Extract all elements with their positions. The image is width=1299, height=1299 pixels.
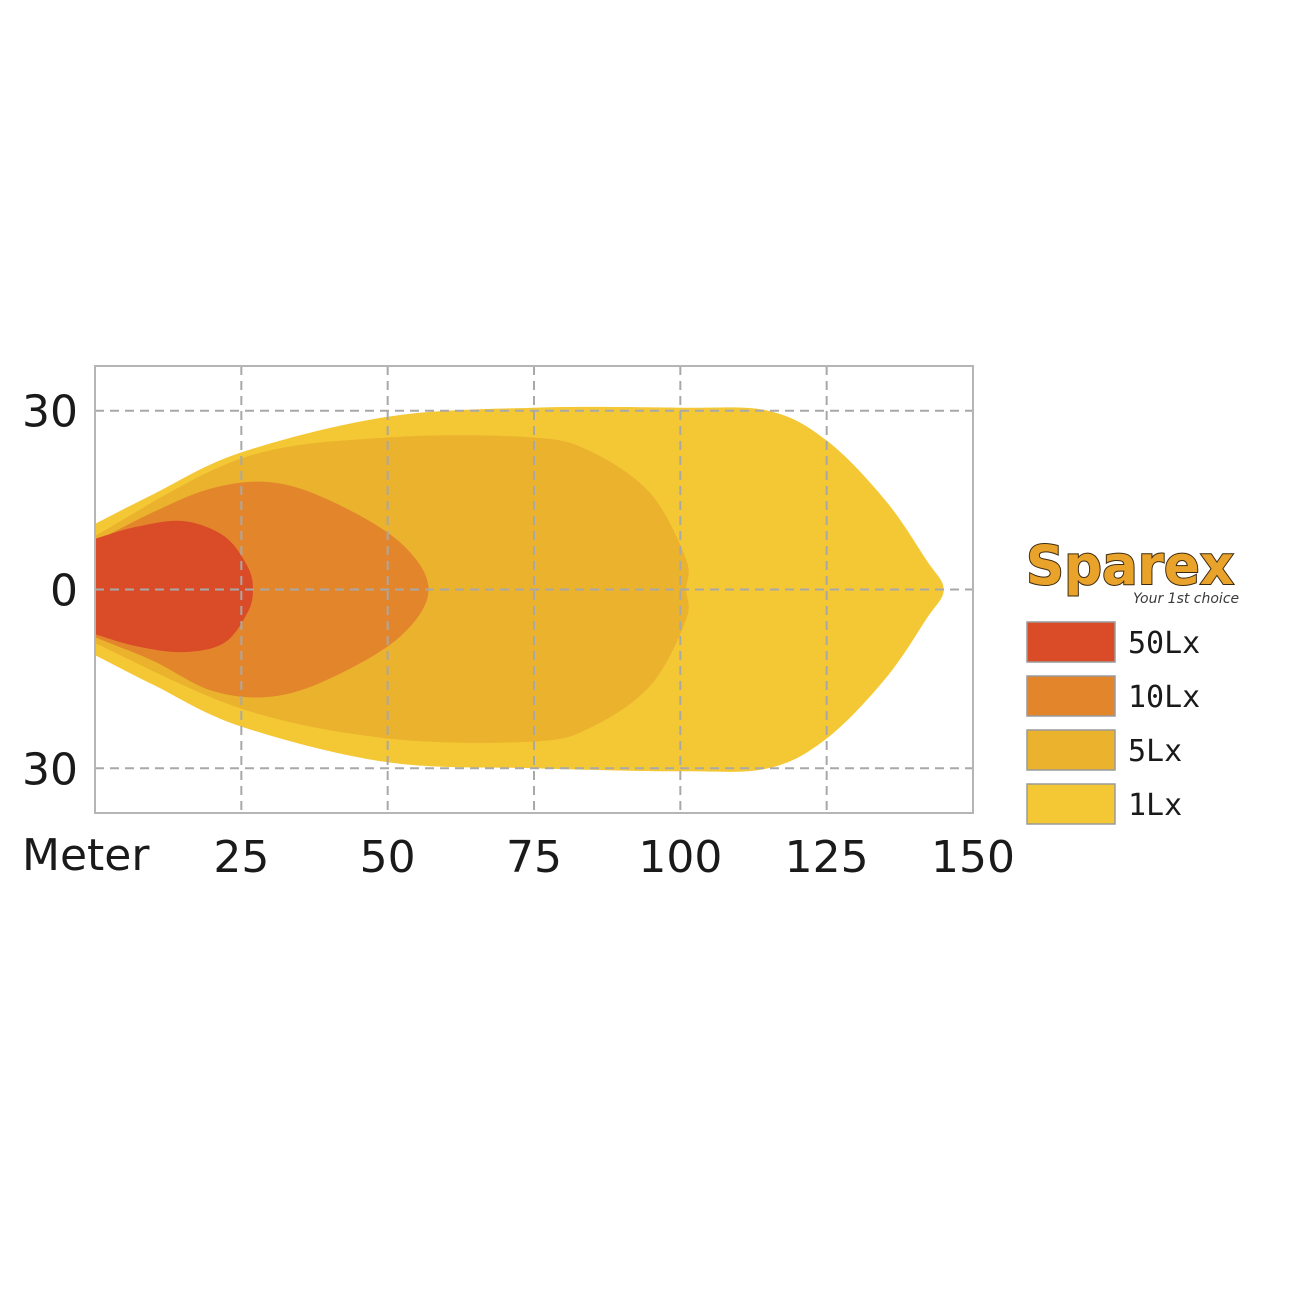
legend-swatch (1026, 675, 1116, 717)
legend: 50Lx 10Lx 5Lx 1Lx (1026, 621, 1200, 825)
grid-lines (95, 366, 973, 813)
x-axis-label: Meter (22, 830, 150, 881)
legend-item-1lx: 1Lx (1026, 783, 1182, 825)
legend-item-10lx: 10Lx (1026, 675, 1200, 717)
x-tick-label: 75 (506, 832, 562, 883)
y-tick-label: 0 (50, 566, 78, 617)
beam-area-50lx (95, 520, 253, 653)
x-tick-label: 125 (785, 832, 869, 883)
logo-tagline: Your 1st choice (1133, 591, 1239, 607)
y-tick-label: 30 (22, 387, 78, 438)
axis-ticks: 25 50 75 100 125 150 30 0 30 (22, 387, 1015, 883)
legend-swatch (1026, 783, 1116, 825)
x-tick-label: 100 (638, 832, 722, 883)
x-tick-label: 150 (931, 832, 1015, 883)
legend-label: 5Lx (1128, 734, 1182, 769)
sparex-logo: Sparex Your 1st choice (1025, 533, 1239, 607)
x-tick-label: 25 (213, 832, 269, 883)
legend-swatch (1026, 729, 1116, 771)
legend-item-50lx: 50Lx (1026, 621, 1200, 663)
x-tick-label: 50 (360, 832, 416, 883)
legend-label: 10Lx (1128, 680, 1200, 715)
plot-frame (94, 365, 974, 814)
legend-label: 50Lx (1128, 626, 1200, 661)
legend-swatch (1026, 621, 1116, 663)
logo-brand: Sparex (1026, 534, 1234, 597)
y-tick-label: 30 (22, 744, 78, 795)
legend-label: 1Lx (1128, 788, 1182, 823)
legend-item-5lx: 5Lx (1026, 729, 1182, 771)
